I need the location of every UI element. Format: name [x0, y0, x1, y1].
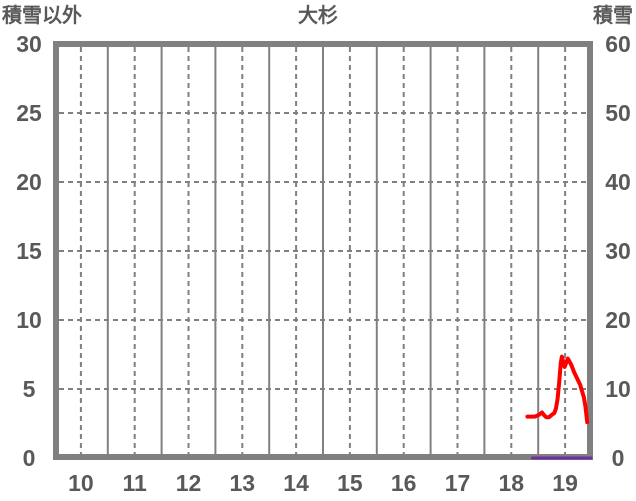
left-axis-tick-label: 5 — [22, 376, 36, 402]
left-axis-tick-label: 10 — [16, 307, 42, 333]
chart-frame — [53, 41, 593, 460]
right-axis-tick-label: 40 — [605, 169, 631, 195]
left-axis-tick-label: 25 — [16, 100, 42, 126]
right-axis-tick-label: 30 — [605, 238, 631, 264]
x-axis-tick-label: 13 — [229, 470, 256, 496]
right-axis-tick-label: 60 — [605, 31, 631, 57]
x-axis-tick-label: 10 — [68, 470, 94, 496]
x-axis-tick-label: 18 — [498, 470, 525, 496]
left-axis-tick-label: 15 — [16, 238, 42, 264]
x-axis-tick-label: 11 — [122, 470, 147, 496]
left-axis-title: 積雪以外 — [2, 5, 82, 27]
left-axis-tick-label: 20 — [16, 169, 42, 195]
x-axis-tick-label: 14 — [283, 470, 309, 496]
right-axis-tick-label: 20 — [605, 307, 631, 333]
x-axis-tick-label: 15 — [337, 470, 363, 496]
x-axis-tick-label: 19 — [552, 470, 578, 496]
right-axis-tick-label: 50 — [605, 100, 631, 126]
left-axis-tick-label: 30 — [16, 31, 42, 57]
left-axis-tick-label: 0 — [22, 445, 36, 471]
chart-title: 大杉 — [298, 5, 338, 27]
right-axis-title: 積雪 — [593, 5, 633, 27]
x-axis-tick-label: 17 — [444, 470, 471, 496]
gridlines — [59, 47, 587, 454]
red-line-series — [525, 354, 590, 425]
x-axis-tick-label: 12 — [175, 470, 202, 496]
data-series-lines — [525, 354, 593, 460]
x-axis-tick-label: 16 — [390, 470, 417, 496]
right-axis-tick-label: 0 — [611, 445, 625, 471]
right-axis-tick-label: 10 — [605, 376, 631, 402]
